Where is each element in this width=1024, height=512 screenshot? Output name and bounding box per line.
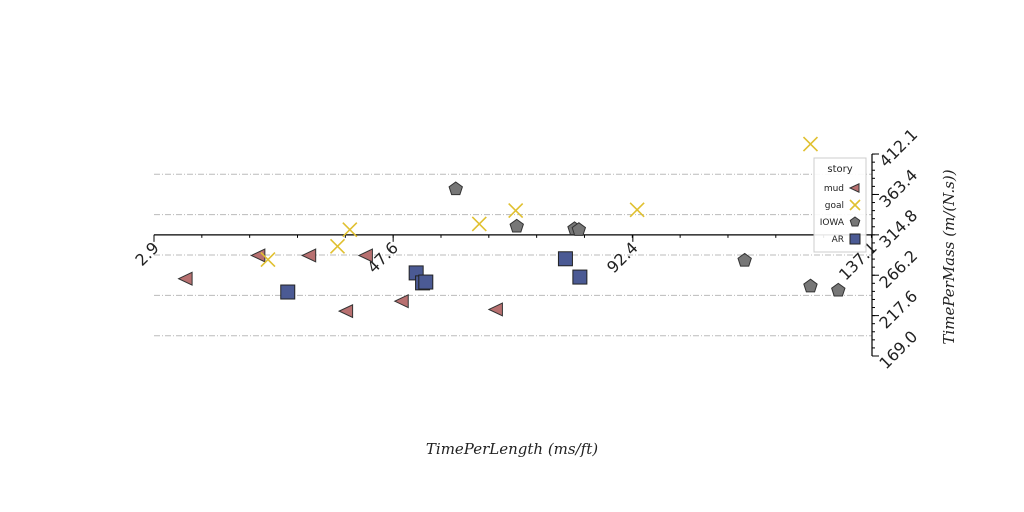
point-goal — [471, 216, 487, 232]
legend-marker-goal — [849, 199, 861, 211]
legend-marker-ar — [849, 233, 861, 245]
legend-marker-iowa — [849, 216, 861, 227]
y-tick-label: 363.4 — [875, 165, 921, 211]
point-mud — [357, 248, 373, 263]
y-tick-label: 169.0 — [875, 327, 921, 373]
grid-lines — [154, 173, 872, 337]
y-tick-label: 266.2 — [875, 246, 921, 292]
axes: 2.9 47.6 92.4 137.1169.0217.6266.2314.8363.… — [131, 125, 921, 373]
point-goal — [508, 203, 524, 219]
point-ar — [572, 269, 588, 285]
legend: story mud goal IOWA AR — [813, 157, 867, 253]
y-axis-label: TimePerMass (m/(N.s)) — [940, 169, 958, 344]
point-ar — [280, 284, 296, 300]
point-goal — [260, 252, 276, 268]
y-tick-label: 217.6 — [875, 287, 921, 333]
point-mud — [301, 248, 317, 263]
point-goal — [329, 238, 346, 254]
point-goal — [342, 222, 358, 238]
y-tick-label: 314.8 — [875, 206, 921, 252]
point-iowa — [571, 222, 587, 236]
legend-label: mud — [824, 184, 844, 194]
legend-label: AR — [832, 235, 844, 245]
point-iowa — [737, 252, 752, 267]
legend-marker-mud — [848, 182, 860, 194]
point-iowa — [803, 278, 818, 293]
point-mud — [393, 293, 409, 309]
point-iowa — [831, 282, 846, 297]
legend-title: story — [827, 164, 852, 175]
point-iowa — [448, 181, 463, 196]
data-points — [177, 136, 846, 319]
point-mud — [177, 271, 193, 286]
point-ar — [418, 274, 434, 290]
y-tick-label: 412.1 — [875, 125, 921, 171]
x-tick-label: 92.4 — [603, 238, 642, 277]
legend-label: goal — [825, 201, 844, 211]
x-axis-label: TimePerLength (ms/ft) — [426, 440, 598, 458]
point-goal — [802, 136, 819, 152]
point-mud — [337, 303, 354, 319]
point-goal — [629, 202, 645, 218]
point-iowa — [509, 218, 524, 233]
legend-label: IOWA — [820, 218, 845, 228]
point-ar — [557, 251, 573, 267]
x-tick-label: 2.9 — [131, 238, 162, 269]
point-mud — [487, 302, 503, 317]
